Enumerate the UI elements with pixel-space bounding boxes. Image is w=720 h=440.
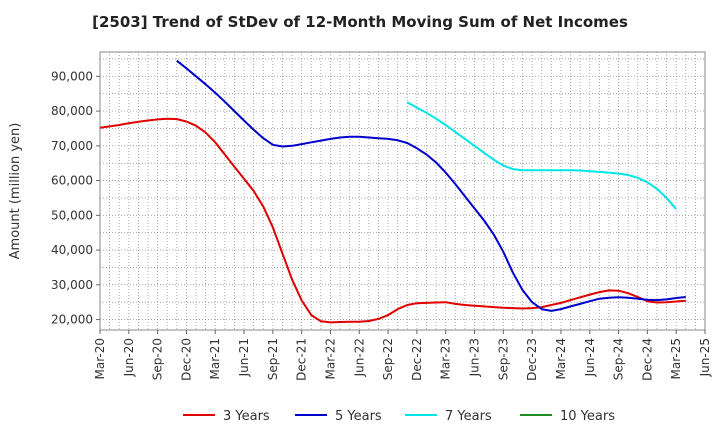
x-tick-label: Sep-20 xyxy=(151,338,165,380)
y-tick-label: 50,000 xyxy=(51,208,93,222)
x-tick-label: Sep-22 xyxy=(381,338,395,380)
x-tick-label: Mar-24 xyxy=(554,338,568,379)
series-line-3-years xyxy=(99,117,686,324)
x-tick-label: Dec-21 xyxy=(295,338,309,381)
x-tick-label: Mar-25 xyxy=(669,338,683,379)
x-tick-label: Mar-21 xyxy=(208,338,222,379)
y-tick-label: 90,000 xyxy=(51,69,93,83)
chart-title: [2503] Trend of StDev of 12-Month Moving… xyxy=(92,13,628,31)
y-tick-label: 70,000 xyxy=(51,139,93,153)
legend-label: 3 Years xyxy=(223,409,270,424)
x-tick-label: Sep-21 xyxy=(266,338,280,380)
x-tick-label: Jun-24 xyxy=(583,338,597,377)
x-tick-label: Mar-23 xyxy=(439,338,453,379)
x-tick-label: Sep-23 xyxy=(496,338,510,380)
series-line-7-years xyxy=(406,101,677,210)
x-tick-label: Dec-22 xyxy=(410,338,424,381)
x-tick-label: Dec-24 xyxy=(640,338,654,381)
legend-label: 10 Years xyxy=(560,409,615,424)
x-tick-label: Mar-22 xyxy=(323,338,337,379)
plot-area xyxy=(99,51,706,331)
x-tick-label: Jun-21 xyxy=(237,338,251,377)
y-tick-label: 80,000 xyxy=(51,104,93,118)
series-line-5-years xyxy=(176,59,686,312)
x-tick-label: Jun-25 xyxy=(698,338,712,377)
x-tick-label: Jun-20 xyxy=(122,338,136,377)
y-axis-label: Amount (million yen) xyxy=(8,123,23,260)
x-tick-label: Mar-20 xyxy=(93,338,107,379)
y-tick-label: 20,000 xyxy=(51,313,93,327)
x-tick-label: Sep-24 xyxy=(612,338,626,380)
y-tick-label: 40,000 xyxy=(51,243,93,257)
legend-label: 5 Years xyxy=(335,409,382,424)
x-tick-label: Dec-23 xyxy=(525,338,539,381)
x-tick-label: Jun-22 xyxy=(352,338,366,377)
y-tick-label: 30,000 xyxy=(51,278,93,292)
y-tick-label: 60,000 xyxy=(51,174,93,188)
x-tick-label: Dec-20 xyxy=(179,338,193,381)
legend-label: 7 Years xyxy=(445,409,492,424)
x-tick-label: Jun-23 xyxy=(468,338,482,377)
